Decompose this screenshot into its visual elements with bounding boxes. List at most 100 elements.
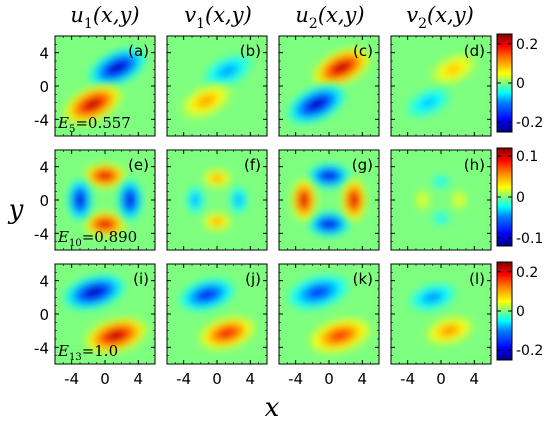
- panel-b: (b): [166, 35, 268, 137]
- x-tick-label: 4: [358, 370, 368, 388]
- y-tick-label: 4: [39, 273, 49, 291]
- column-title-2: v1(x,y): [184, 3, 252, 32]
- field-lobe: [451, 189, 468, 211]
- field-lobe: [307, 211, 351, 237]
- x-tick-label: 0: [436, 370, 446, 388]
- x-tick-label: -4: [400, 370, 415, 388]
- energy-label: E10=0.890: [57, 228, 137, 249]
- panel-i: (i): [54, 263, 156, 365]
- x-tick-label: 0: [100, 370, 110, 388]
- field-lobe: [83, 211, 127, 237]
- panel-label: (h): [464, 156, 485, 174]
- panel-label: (g): [352, 156, 373, 174]
- y-tick-label: -4: [34, 339, 49, 357]
- field-lobe: [308, 317, 371, 354]
- column-title-3: u2(x,y): [295, 3, 364, 32]
- column-title-4: v2(x,y): [406, 3, 474, 32]
- x-tick-label: 0: [212, 370, 222, 388]
- panel-label: (b): [240, 42, 261, 60]
- x-tick-label: -4: [176, 370, 191, 388]
- panel-background: [391, 264, 491, 364]
- panel-label: (i): [133, 270, 149, 288]
- tick-labels: 4 0 -4 4 0 -4 4 0 -4 -4 0 4 -4 0 4 -4 0 4 -4 0 4: [34, 45, 479, 388]
- field-lobe: [229, 185, 249, 215]
- energy-label: E13=1.0: [57, 342, 118, 363]
- field-lobe: [202, 212, 232, 232]
- column-titles: u1(x,y) v1(x,y) u2(x,y) v2(x,y): [70, 3, 473, 32]
- y-tick-label: 0: [39, 78, 49, 96]
- panel-h: (h): [390, 149, 492, 251]
- panel-background: [391, 36, 491, 136]
- field-lobe: [202, 53, 253, 89]
- field-lobe: [202, 168, 232, 188]
- y-tick-label: 0: [39, 192, 49, 210]
- panel-g: (g): [278, 149, 380, 251]
- colorbar-tick-label: -0.2: [516, 343, 543, 359]
- y-tick-label: -4: [34, 225, 49, 243]
- y-tick-label: 0: [39, 306, 49, 324]
- panel-a: (a): [54, 35, 156, 137]
- x-tick-label: 0: [324, 370, 334, 388]
- field-lobe: [83, 163, 127, 189]
- column-title-1: u1(x,y): [70, 3, 139, 32]
- field-lobe: [415, 189, 431, 211]
- field-lobe: [67, 178, 93, 222]
- field-lobe: [425, 316, 474, 346]
- x-tick-label: -4: [64, 370, 79, 388]
- field-lobe: [430, 174, 452, 190]
- y-tick-label: 4: [39, 159, 49, 177]
- field-lobe: [181, 83, 232, 119]
- field-lobe: [287, 274, 350, 311]
- colorbar-tick-label: 0: [516, 304, 525, 320]
- y-axis-label: y: [8, 195, 24, 225]
- heatmap-panels: (a) (b) (c) (d) E5=0.557 (e) (f) (g) (h) E10=0.89…: [54, 35, 492, 365]
- field-lobe: [430, 210, 452, 226]
- colorbar-tick-label: 0: [516, 76, 525, 92]
- x-tick-label: 4: [134, 370, 144, 388]
- panel-label: (k): [353, 270, 373, 288]
- panel-label: (e): [128, 156, 149, 174]
- field-lobe: [88, 48, 147, 88]
- x-tick-label: -4: [288, 370, 303, 388]
- colorbar-tick-label: 0.2: [516, 265, 538, 281]
- colorbar-tick-label: 0.1: [516, 149, 538, 165]
- panel-f: (f): [166, 149, 268, 251]
- field-lobe: [405, 86, 452, 119]
- panel-background: [391, 150, 491, 250]
- field-lobe: [341, 178, 367, 222]
- colorbars: 0.2 0 -0.2 0.1 0 -0.1 0.2 0 -0.2: [496, 33, 543, 361]
- colorbar-tick-label: -0.1: [516, 231, 543, 247]
- panel-e: (e): [54, 149, 156, 251]
- x-tick-label: 4: [470, 370, 480, 388]
- x-axis-label: x: [265, 393, 280, 423]
- colorbar-tick-label: -0.2: [516, 115, 543, 131]
- field-lobe: [307, 163, 351, 189]
- panel-label: (f): [244, 156, 261, 174]
- field-lobe: [312, 48, 371, 88]
- colorbar-row-1: 0.2 0 -0.2: [496, 33, 543, 133]
- panel-l: (l): [390, 263, 492, 365]
- field-lobe: [84, 317, 147, 354]
- panel-label: (c): [353, 42, 373, 60]
- field-lobe: [117, 178, 143, 222]
- panel-k: (k): [278, 263, 380, 365]
- panel-j: (j): [166, 263, 268, 365]
- panel-c: (c): [278, 35, 380, 137]
- panel-label: (l): [469, 270, 485, 288]
- field-lobe: [430, 53, 477, 86]
- field-lobe: [408, 282, 457, 312]
- colorbar-tick-label: 0.2: [516, 37, 538, 53]
- energy-label: E5=0.557: [57, 114, 131, 135]
- x-tick-label: 4: [246, 370, 256, 388]
- y-tick-label: -4: [34, 111, 49, 129]
- panel-label: (d): [464, 42, 485, 60]
- field-lobe: [63, 274, 126, 311]
- colorbar-row-3: 0.2 0 -0.2: [496, 261, 543, 361]
- field-lobe: [63, 84, 122, 124]
- panel-label: (j): [245, 270, 261, 288]
- panel-label: (a): [128, 42, 149, 60]
- panel-d: (d): [390, 35, 492, 137]
- field-lobe: [185, 185, 205, 215]
- field-lobe: [287, 84, 346, 124]
